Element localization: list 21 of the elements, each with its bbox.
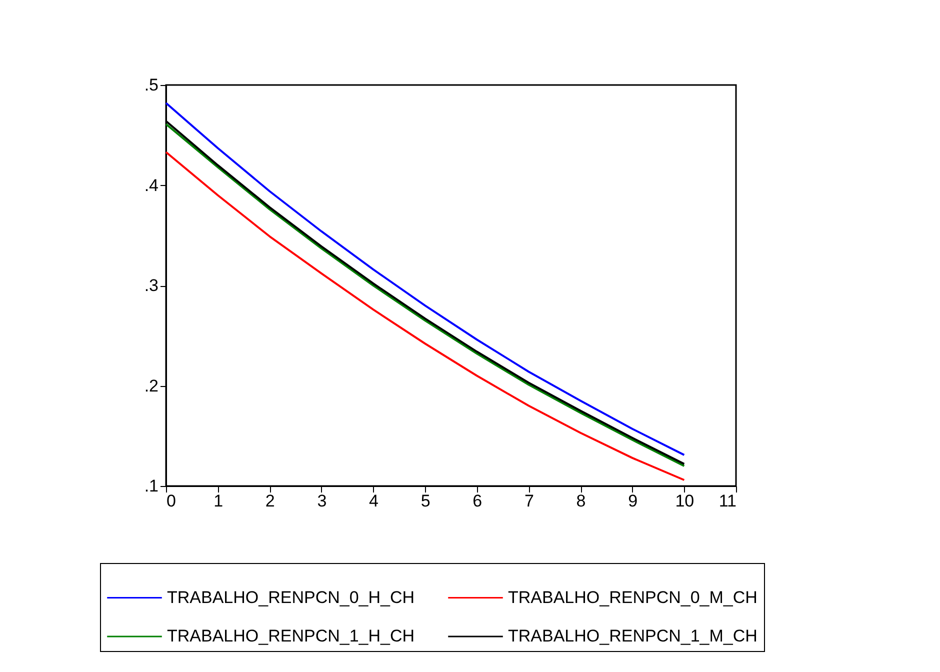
x-tick-label: 1 xyxy=(214,492,224,510)
x-tick-label: 7 xyxy=(524,492,534,510)
legend-label: TRABALHO_RENPCN_1_H_CH xyxy=(167,626,415,646)
x-tick-label: 0 xyxy=(166,492,176,510)
x-tick-label: 4 xyxy=(369,492,379,510)
y-tick-label: .5 xyxy=(144,76,158,94)
y-tick-label: .2 xyxy=(144,376,158,396)
legend-label: TRABALHO_RENPCN_0_H_CH xyxy=(167,588,415,607)
legend-label: TRABALHO_RENPCN_1_M_CH xyxy=(508,626,758,646)
x-tick-label: 11 xyxy=(718,492,736,510)
x-tick-label: 8 xyxy=(576,492,586,510)
x-tick-label: 5 xyxy=(420,492,430,510)
x-tick-label: 2 xyxy=(265,492,275,510)
y-tick-label: .4 xyxy=(144,176,158,195)
y-tick-label: .1 xyxy=(144,476,158,496)
y-tick-label: .3 xyxy=(144,276,158,295)
x-tick-label: 6 xyxy=(472,492,482,510)
legend-label: TRABALHO_RENPCN_0_M_CH xyxy=(508,588,758,607)
x-tick-label: 9 xyxy=(628,492,638,510)
x-tick-label: 10 xyxy=(675,492,694,510)
x-tick-label: 3 xyxy=(317,492,327,510)
